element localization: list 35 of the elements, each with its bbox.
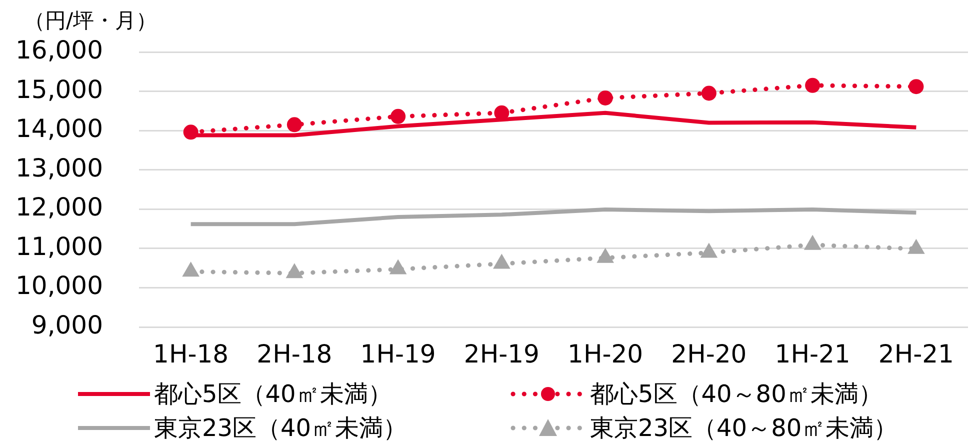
y-tick-label: 12,000 xyxy=(16,192,103,222)
x-tick-label: 2H-19 xyxy=(464,340,540,368)
point xyxy=(700,242,718,258)
x-tick-label: 2H-20 xyxy=(671,340,747,368)
legend-label: 東京23区（40～80㎡未満） xyxy=(590,413,898,444)
legend-label: 東京23区（40㎡未満） xyxy=(154,413,408,444)
x-tick-label: 2H-18 xyxy=(256,340,332,368)
point xyxy=(182,262,200,277)
legend-label: 都心5区（40㎡未満） xyxy=(154,379,392,410)
point xyxy=(598,90,613,106)
point xyxy=(389,259,407,274)
y-tick-label: 9,000 xyxy=(31,310,103,340)
point xyxy=(286,117,302,132)
y-tick-label: 15,000 xyxy=(16,74,103,104)
y-tick-label: 14,000 xyxy=(16,114,103,144)
point xyxy=(596,248,614,263)
x-tick-label: 2H-21 xyxy=(878,340,954,368)
point xyxy=(493,254,510,269)
y-tick-label: 10,000 xyxy=(16,271,103,300)
x-tick-label: 1H-21 xyxy=(774,340,850,368)
point xyxy=(286,263,304,278)
point xyxy=(908,79,924,94)
y-tick-label: 11,000 xyxy=(16,232,103,261)
legend-label: 都心5区（40～80㎡未満） xyxy=(590,379,882,410)
x-tick-label: 1H-20 xyxy=(568,340,644,368)
point xyxy=(804,234,822,250)
x-tick-label: 1H-18 xyxy=(153,340,229,368)
y-axis-title: （円/坪・月） xyxy=(24,8,158,32)
point xyxy=(390,108,406,124)
y-tick-label: 16,000 xyxy=(16,36,103,64)
point xyxy=(908,238,925,254)
point xyxy=(701,86,716,101)
x-tick-label: 1H-19 xyxy=(360,340,436,368)
point xyxy=(805,78,820,93)
y-tick-label: 13,000 xyxy=(16,153,103,182)
